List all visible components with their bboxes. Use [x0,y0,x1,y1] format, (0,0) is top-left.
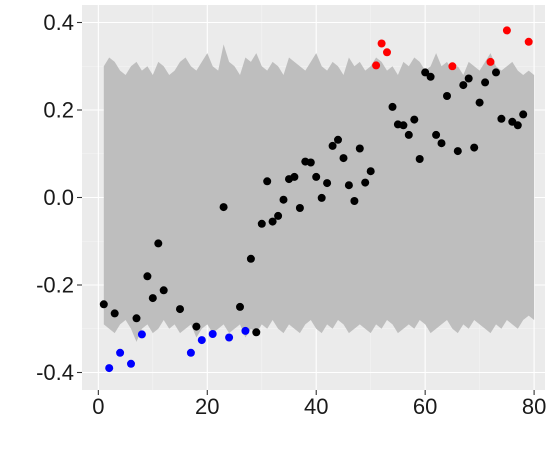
data-point-low [225,333,234,342]
confidence-band-layer [103,44,535,342]
data-point-high [372,61,381,70]
data-point-default [350,197,359,205]
data-point-default [459,81,468,90]
x-tick-label: 0 [92,394,104,419]
y-tick-label: 0.2 [43,98,74,123]
data-point-default [410,115,419,124]
data-point-low [241,326,250,335]
data-point-default [312,172,321,181]
data-point-default [470,143,479,152]
data-point-default [99,300,108,309]
data-point-high [448,62,457,71]
data-point-default [132,314,141,323]
data-point-default [513,121,522,130]
data-point-default [497,114,506,123]
data-point-default [464,74,473,83]
x-tick-label: 80 [522,394,546,419]
data-point-default [154,239,163,248]
y-axis: -0.4 -0.2 0.0 0.2 0.4 [36,10,82,385]
data-point-default [257,219,266,228]
data-point-low [208,330,217,338]
data-point-default [415,155,424,163]
y-tick-label: 0.4 [43,10,74,35]
data-point-low [116,348,125,357]
data-point-default [323,179,332,188]
x-tick-label: 60 [413,394,437,419]
data-point-default [334,135,342,144]
data-point-default [339,154,348,163]
data-point-default [252,328,261,337]
data-point-default [279,195,288,204]
data-point-default [481,78,490,87]
confidence-band [103,44,535,342]
data-point-high [383,48,391,57]
x-tick-label: 20 [195,394,219,419]
data-point-default [192,322,201,331]
data-point-default [421,68,430,77]
y-tick-label: -0.4 [36,360,74,385]
data-point-default [274,211,283,220]
data-point-default [519,110,528,119]
data-point-default [143,272,152,281]
data-point-default [437,139,446,148]
data-point-default [306,158,315,167]
data-point-high [524,37,533,46]
data-point-low [186,348,195,357]
data-point-default [110,309,119,318]
y-tick-label: -0.2 [36,273,74,298]
data-point-default [263,177,272,186]
y-tick-label: 0.0 [43,185,74,210]
x-axis: 0 20 40 60 80 [92,390,546,419]
data-point-high [502,26,511,35]
data-point-default [344,181,353,190]
data-point-default [432,130,441,139]
data-point-default [268,217,277,226]
data-point-default [475,98,484,107]
data-point-default [404,130,413,139]
data-point-default [236,302,244,311]
data-point-default [426,72,435,81]
data-point-default [246,254,255,263]
data-point-default [295,204,304,212]
x-tick-label: 40 [304,394,328,419]
data-point-default [317,193,326,202]
data-point-low [127,359,135,368]
data-point-default [492,68,500,77]
data-point-low [137,330,146,339]
data-point-default [290,172,299,181]
data-points-layer [99,26,533,373]
data-point-default [355,144,364,153]
data-point-low [105,364,114,373]
data-point-default [159,286,168,295]
data-point-default [453,147,462,156]
data-point-high [486,57,495,66]
data-point-low [197,336,206,345]
data-point-default [399,121,408,130]
data-point-default [361,178,370,187]
data-point-default [219,203,228,212]
data-point-default [328,141,337,150]
data-point-default [443,92,451,100]
data-point-high [377,39,386,48]
data-point-default [388,102,397,111]
data-point-default [366,167,375,176]
data-point-default [176,305,184,314]
data-point-default [148,294,157,303]
